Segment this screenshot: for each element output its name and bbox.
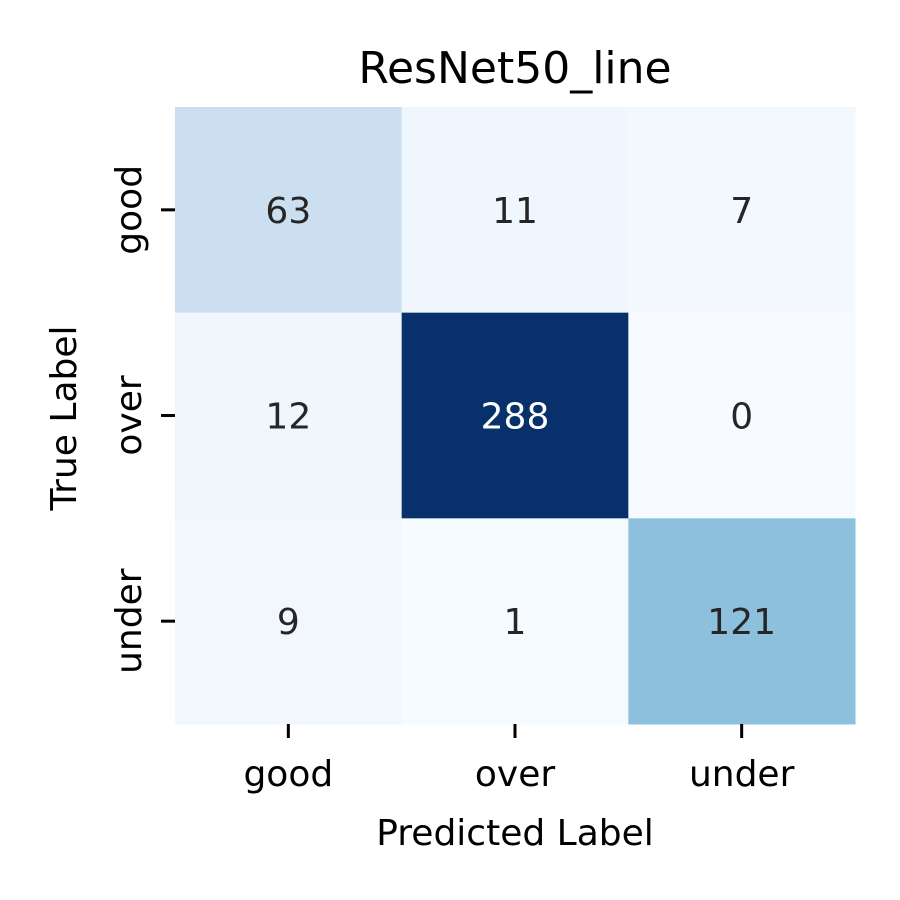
heatmap-cell-good-under — [628, 107, 856, 314]
y-axis-ticks: good over under — [109, 165, 175, 674]
y-tick-label-over: over — [109, 375, 150, 455]
x-tick-label-over: over — [475, 754, 555, 795]
x-axis-ticks: good over under — [243, 724, 795, 795]
cell-value-label: 63 — [265, 191, 311, 232]
x-tick-label-good: good — [243, 754, 333, 795]
y-axis-label: True Label — [44, 325, 85, 511]
cell-value-label: 121 — [707, 602, 776, 643]
cell-value-label: 12 — [265, 397, 311, 438]
cell-value-label: 0 — [730, 397, 753, 438]
y-tick-label-under: under — [109, 568, 150, 674]
cell-value-label: 9 — [277, 602, 300, 643]
heatmap-cell-good-over — [401, 107, 629, 314]
x-axis-label: Predicted Label — [376, 813, 654, 854]
heatmap-cell-good-good — [175, 107, 403, 314]
heatmap-cell-under-over — [401, 518, 629, 725]
y-tick-label-good: good — [109, 165, 150, 255]
cell-value-labels: 63 11 7 12 288 0 9 1 121 — [265, 191, 776, 643]
heatmap-cell-over-good — [175, 312, 403, 519]
heatmap-cell-over-over — [401, 312, 629, 519]
cell-value-label: 1 — [504, 602, 527, 643]
cell-value-label: 7 — [730, 191, 753, 232]
x-tick-label-under: under — [689, 754, 795, 795]
heatmap-cell-over-under — [628, 312, 856, 519]
cell-value-label: 288 — [481, 397, 550, 438]
heatmap-cell-under-good — [175, 518, 403, 725]
cell-value-label: 11 — [492, 191, 538, 232]
chart-title: ResNet50_line — [358, 43, 671, 94]
heatmap-cells — [175, 107, 856, 725]
heatmap-cell-under-under — [628, 518, 856, 725]
